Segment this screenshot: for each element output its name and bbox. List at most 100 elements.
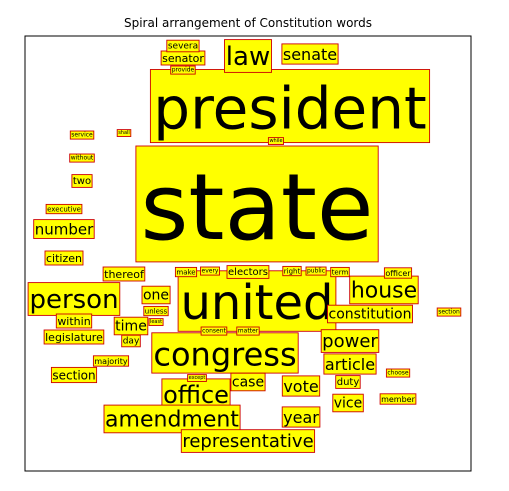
word-within: within — [55, 313, 93, 329]
word-state: state — [135, 145, 379, 263]
word-public: public — [305, 266, 327, 276]
word-box-constitution — [327, 304, 413, 324]
word-make: make — [174, 266, 198, 278]
word-label-vote: vote — [283, 377, 318, 396]
word-label-section: section — [52, 368, 95, 382]
word-shall: shall — [116, 129, 132, 137]
word-except: except — [187, 374, 207, 382]
word-box-case — [230, 372, 266, 392]
word-label-every: every — [202, 268, 219, 275]
word-congress: congress — [151, 332, 299, 374]
word-label-right: right — [284, 267, 301, 275]
word-label-article: article — [325, 355, 375, 374]
word-thereof: thereof — [102, 266, 146, 282]
word-label-senate: senate — [283, 45, 337, 64]
word-label-number: number — [35, 221, 94, 239]
word-box-without — [69, 153, 95, 163]
word-box-shall — [116, 129, 132, 137]
word-box-right — [282, 265, 302, 277]
word-label-service: service — [71, 132, 93, 139]
word-constitution: constitution — [327, 304, 413, 324]
word-service: service — [69, 130, 95, 140]
word-label-one: one — [143, 288, 169, 304]
word-box-duty — [335, 375, 361, 389]
word-label-duty: duty — [337, 377, 360, 388]
word-box-public — [305, 266, 327, 276]
word-two: two — [71, 174, 93, 188]
word-amendment: amendment — [103, 404, 241, 434]
word-label-make: make — [176, 268, 195, 276]
word-law: law — [224, 39, 272, 73]
word-label-electors: electors — [228, 267, 268, 278]
word-label-unless: unless — [145, 307, 168, 315]
word-power: power — [320, 329, 380, 353]
word-box-president — [149, 69, 431, 144]
word-box-two — [71, 174, 93, 188]
word-electors: electors — [226, 265, 270, 279]
word-label-public: public — [307, 268, 325, 275]
word-box-year — [281, 406, 321, 428]
word-box-number — [33, 219, 95, 239]
word-majority: majority — [92, 355, 130, 367]
word-label-provide: provide — [172, 67, 195, 74]
word-label-congress: congress — [153, 335, 296, 373]
word-label-except: except — [189, 375, 206, 381]
word-choose: choose — [385, 368, 411, 378]
word-label-office: office — [163, 381, 229, 409]
word-representative: representative — [180, 429, 316, 453]
word-label-least: least — [150, 319, 162, 325]
word-label-consent: consent — [202, 328, 226, 335]
word-box-section — [50, 366, 98, 384]
word-label-within: within — [57, 315, 90, 328]
word-label-power: power — [322, 331, 378, 352]
word-label-member: member — [381, 395, 416, 404]
word-label-citizen: citizen — [46, 252, 82, 265]
word-consent: consent — [200, 326, 228, 336]
word-senate: senate — [281, 43, 339, 65]
word-section: section — [50, 366, 98, 384]
word-box-except — [187, 374, 207, 382]
word-box-within — [55, 313, 93, 329]
word-label-united: united — [181, 275, 334, 331]
word-box-member — [379, 393, 417, 405]
word-year: year — [281, 406, 321, 428]
word-box-executive — [45, 203, 83, 215]
word-label-term: term — [332, 268, 349, 276]
word-label-time: time — [115, 319, 147, 335]
word-label-state: state — [140, 154, 373, 261]
word-box-law — [224, 39, 272, 73]
word-one: one — [141, 285, 171, 305]
word-right: right — [282, 265, 302, 277]
word-box-vice — [332, 393, 364, 413]
chart-title: Spiral arrangement of Constitution words — [124, 16, 372, 30]
word-duty: duty — [335, 375, 361, 389]
word-box-congress — [151, 332, 299, 374]
word-case: case — [230, 372, 266, 392]
word-box-person — [27, 282, 121, 316]
word-box-officer — [383, 267, 413, 279]
word-label-amendment: amendment — [105, 407, 239, 432]
word-without: without — [69, 153, 95, 163]
word-matter: matter — [236, 326, 260, 336]
word-term: term — [330, 266, 350, 278]
word-label-president: president — [153, 74, 426, 142]
word-box-citizen — [44, 250, 84, 266]
word-label-constitution: constitution — [329, 307, 412, 323]
word-label-day: day — [123, 336, 140, 346]
word-box-severa — [166, 39, 200, 53]
word-united: united — [177, 270, 337, 332]
word-box-legislature — [43, 329, 105, 345]
plot-frame — [24, 35, 472, 472]
word-severa: severa — [166, 39, 200, 53]
word-unless: unless — [143, 305, 169, 317]
word-provide: provide — [170, 65, 196, 75]
word-label-legislature: legislature — [45, 331, 103, 344]
word-label-severa: severa — [168, 41, 198, 51]
word-box-consent — [200, 326, 228, 336]
word-label-matter: matter — [238, 328, 259, 335]
word-label-senator: senator — [162, 52, 204, 65]
word-label-case: case — [232, 375, 264, 391]
word-time: time — [113, 316, 149, 336]
word-box-while — [267, 137, 284, 145]
